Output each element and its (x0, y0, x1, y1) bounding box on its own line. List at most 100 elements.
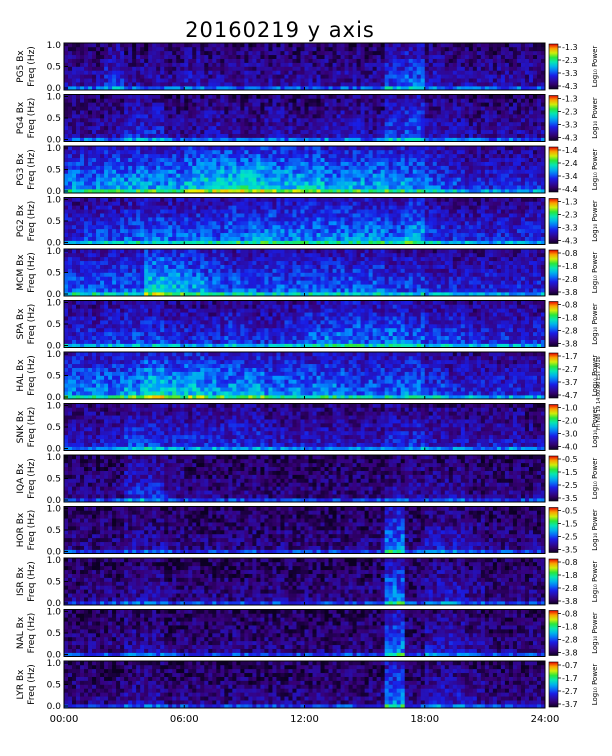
spectrogram-cell (320, 70, 325, 75)
spectrogram-cell (532, 118, 538, 123)
spectrogram-cell (368, 70, 373, 75)
spectrogram-cell (432, 121, 438, 127)
spectrogram-cell (160, 118, 165, 123)
colorbar (548, 146, 559, 193)
spectrogram-cell (528, 74, 534, 79)
spectrogram-cell (80, 240, 85, 245)
spectrogram-cell (444, 106, 450, 111)
spectrogram-cell (536, 74, 542, 79)
spectrogram-cell (408, 165, 414, 170)
spectrogram-cell (316, 98, 321, 103)
spectrogram-cell (68, 133, 73, 138)
spectrogram-cell (404, 74, 410, 79)
spectrogram-cell (228, 236, 233, 241)
spectrogram-cell (336, 181, 341, 186)
spectrogram-cell (132, 149, 137, 155)
spectrogram-cell (248, 125, 253, 131)
spectrogram-cell (272, 189, 277, 194)
spectrogram-cell (100, 205, 105, 210)
spectrogram-cell (76, 221, 81, 226)
spectrogram-cell (128, 197, 133, 202)
spectrogram-cell (92, 58, 97, 63)
spectrogram-cell (84, 133, 89, 138)
spectrogram-cell (284, 189, 289, 194)
spectrogram-cell (124, 110, 129, 115)
spectrogram-cell (172, 240, 177, 245)
spectrogram-cell (400, 125, 406, 131)
spectrogram-cell (288, 102, 293, 107)
spectrogram-cell (240, 43, 245, 48)
spectrogram-cell (212, 137, 217, 142)
spectrogram-cell (100, 110, 105, 115)
spectrogram-cell (116, 66, 121, 71)
spectrogram-cell (92, 209, 97, 214)
spectrogram-cell (232, 169, 237, 174)
spectrogram-cell (120, 70, 125, 75)
spectrogram-cell (72, 114, 77, 119)
spectrogram-cell (512, 114, 518, 119)
spectrogram-cell (64, 62, 69, 67)
spectrogram-cell (216, 121, 221, 127)
spectrogram-cell (388, 149, 393, 155)
spectrogram-cell (296, 94, 301, 99)
spectrogram-cell (256, 118, 261, 123)
spectrogram-cell (360, 189, 365, 194)
spectrogram-cell (532, 70, 538, 75)
spectrogram-cell (412, 165, 418, 170)
spectrogram-cell (356, 125, 361, 131)
spectrogram-cell (348, 189, 353, 194)
spectrogram-cell (404, 66, 410, 71)
spectrogram-cell (396, 86, 401, 91)
spectrogram-cell (524, 177, 530, 182)
spectrogram-cell (64, 121, 69, 127)
spectrogram-cell (512, 78, 518, 83)
spectrogram-cell (448, 86, 454, 91)
spectrogram-cell (292, 149, 297, 155)
spectrogram-cell (164, 121, 169, 127)
spectrogram-cell (264, 185, 269, 190)
spectrogram-cell (372, 161, 377, 166)
spectrogram-cell (380, 102, 385, 107)
spectrogram-cell (300, 98, 305, 103)
spectrogram-cell (104, 240, 109, 245)
spectrogram-cell (188, 78, 193, 83)
spectrogram-cell (88, 221, 93, 226)
spectrogram-cell (312, 62, 317, 67)
spectrogram-cell (444, 46, 450, 52)
spectrogram-cell (120, 86, 125, 91)
spectrogram-cell (256, 153, 261, 159)
spectrogram-cell (412, 62, 418, 67)
spectrogram-cell (296, 161, 301, 166)
spectrogram-cell (448, 173, 454, 178)
spectrogram-cell (504, 161, 510, 166)
spectrogram-cell (112, 110, 117, 115)
spectrogram-cell (280, 157, 285, 162)
spectrogram-cell (216, 161, 221, 166)
spectrogram-cell (204, 165, 209, 170)
spectrogram-cell (120, 232, 125, 237)
spectrogram-cell (244, 185, 249, 190)
spectrogram-cell (72, 43, 77, 48)
spectrogram-cell (240, 110, 245, 115)
spectrogram-cell (424, 121, 430, 127)
spectrogram-cell (320, 189, 325, 194)
spectrogram-cell (152, 197, 157, 202)
spectrogram-cell (296, 102, 301, 107)
spectrogram-cell (148, 217, 153, 222)
spectrogram-cell (144, 232, 149, 237)
spectrogram-cell (316, 74, 321, 79)
spectrogram-cell (276, 43, 281, 48)
spectrogram-cell (176, 189, 181, 194)
spectrogram-cell (348, 102, 353, 107)
spectrogram-cell (276, 106, 281, 111)
spectrogram-cell (236, 70, 241, 75)
spectrogram-cell (280, 173, 285, 178)
spectrogram-cell (204, 173, 209, 178)
spectrogram-cell (496, 153, 502, 159)
spectrogram-cell (440, 110, 446, 115)
spectrogram-cell (364, 161, 369, 166)
spectrogram-cell (504, 133, 510, 138)
spectrogram-cell (540, 54, 546, 59)
spectrogram-cell (472, 78, 478, 83)
spectrogram-cell (472, 161, 478, 166)
